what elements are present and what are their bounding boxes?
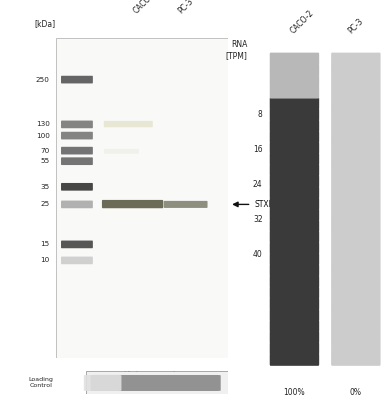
FancyBboxPatch shape [270,208,319,221]
Text: 70: 70 [40,148,49,154]
Text: 8: 8 [258,110,263,119]
FancyBboxPatch shape [270,97,319,110]
FancyBboxPatch shape [270,231,319,243]
Text: 16: 16 [253,145,263,154]
FancyBboxPatch shape [331,130,380,143]
FancyBboxPatch shape [270,153,319,165]
Text: Low: Low [172,371,187,380]
Text: PC-3: PC-3 [346,16,365,35]
Text: Loading
Control: Loading Control [28,377,53,388]
FancyBboxPatch shape [331,108,380,121]
Text: 35: 35 [40,184,49,190]
Text: 250: 250 [36,77,49,83]
FancyBboxPatch shape [270,331,319,344]
FancyBboxPatch shape [331,342,380,355]
FancyBboxPatch shape [61,147,93,154]
FancyBboxPatch shape [270,353,319,366]
FancyBboxPatch shape [61,132,93,140]
FancyBboxPatch shape [270,164,319,176]
FancyBboxPatch shape [270,142,319,154]
FancyBboxPatch shape [331,86,380,98]
FancyBboxPatch shape [331,331,380,344]
Text: 100: 100 [36,133,49,139]
FancyBboxPatch shape [331,309,380,321]
Text: 15: 15 [40,241,49,247]
FancyBboxPatch shape [331,186,380,199]
Text: 10: 10 [40,258,49,264]
Text: High: High [123,371,140,380]
FancyBboxPatch shape [331,231,380,243]
FancyBboxPatch shape [270,197,319,210]
FancyBboxPatch shape [270,242,319,254]
FancyBboxPatch shape [270,220,319,232]
Text: PC-3: PC-3 [176,0,195,16]
Text: 24: 24 [253,180,263,189]
FancyBboxPatch shape [270,286,319,299]
FancyBboxPatch shape [61,157,93,165]
FancyBboxPatch shape [270,86,319,98]
FancyBboxPatch shape [331,120,380,132]
Text: STXBP6: STXBP6 [255,200,284,209]
FancyBboxPatch shape [61,200,93,208]
FancyBboxPatch shape [331,253,380,266]
Text: 32: 32 [253,215,263,224]
FancyBboxPatch shape [270,342,319,355]
FancyBboxPatch shape [270,298,319,310]
Text: 0%: 0% [349,388,361,398]
FancyBboxPatch shape [331,208,380,221]
FancyBboxPatch shape [104,149,139,154]
FancyBboxPatch shape [61,183,93,191]
Text: 130: 130 [36,121,49,127]
FancyBboxPatch shape [61,240,93,248]
FancyBboxPatch shape [270,309,319,321]
FancyBboxPatch shape [331,53,380,65]
Text: 100%: 100% [284,388,305,398]
FancyBboxPatch shape [270,108,319,121]
FancyBboxPatch shape [164,201,208,208]
FancyBboxPatch shape [270,75,319,88]
Text: CACO-2: CACO-2 [132,0,159,16]
FancyBboxPatch shape [91,375,221,391]
FancyBboxPatch shape [270,253,319,266]
FancyBboxPatch shape [270,120,319,132]
FancyBboxPatch shape [331,275,380,288]
FancyBboxPatch shape [331,320,380,332]
FancyBboxPatch shape [331,286,380,299]
FancyBboxPatch shape [331,197,380,210]
FancyBboxPatch shape [270,186,319,199]
Text: [kDa]: [kDa] [34,19,55,28]
FancyBboxPatch shape [331,264,380,277]
Bar [86,371,228,394]
FancyBboxPatch shape [331,164,380,176]
FancyBboxPatch shape [270,130,319,143]
FancyBboxPatch shape [270,275,319,288]
FancyBboxPatch shape [270,53,319,65]
Text: CACO-2: CACO-2 [289,8,316,35]
FancyBboxPatch shape [331,64,380,76]
FancyBboxPatch shape [84,375,121,391]
FancyBboxPatch shape [61,76,93,84]
FancyBboxPatch shape [104,121,153,127]
FancyBboxPatch shape [331,220,380,232]
FancyBboxPatch shape [331,242,380,254]
Text: 25: 25 [40,202,49,207]
FancyBboxPatch shape [331,153,380,165]
FancyBboxPatch shape [331,298,380,310]
FancyBboxPatch shape [331,175,380,188]
FancyBboxPatch shape [102,200,163,208]
FancyBboxPatch shape [61,256,93,264]
Text: 40: 40 [253,250,263,259]
FancyBboxPatch shape [61,120,93,128]
FancyBboxPatch shape [331,97,380,110]
Text: 55: 55 [40,158,49,164]
FancyBboxPatch shape [331,142,380,154]
Text: RNA
[TPM]: RNA [TPM] [226,40,247,60]
FancyBboxPatch shape [270,264,319,277]
FancyBboxPatch shape [331,353,380,366]
FancyBboxPatch shape [270,175,319,188]
FancyBboxPatch shape [270,64,319,76]
FancyBboxPatch shape [270,320,319,332]
FancyBboxPatch shape [331,75,380,88]
